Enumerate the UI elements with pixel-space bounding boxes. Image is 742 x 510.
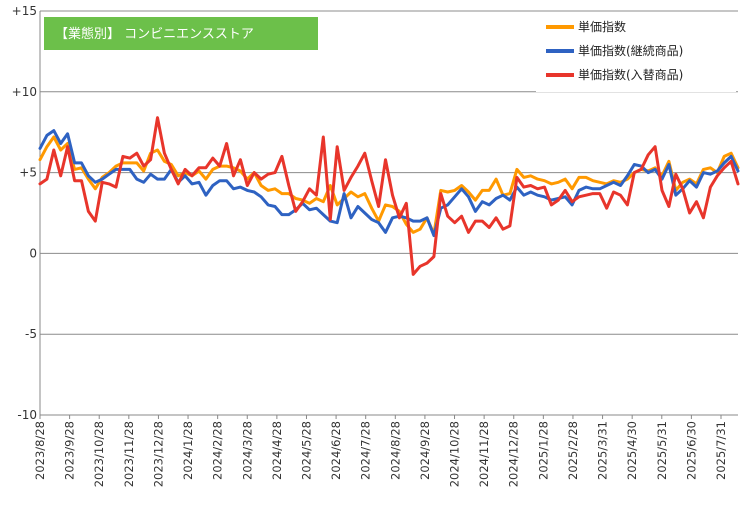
x-tick-label: 2023/9/28 — [63, 421, 77, 480]
x-tick-label: 2025/4/30 — [625, 421, 639, 480]
x-tick-label: 2024/7/28 — [359, 421, 373, 480]
x-tick-label: 2024/6/28 — [329, 421, 343, 480]
legend: 単価指数 単価指数(継続商品) 単価指数(入替商品) — [536, 12, 736, 92]
x-tick-label: 2023/8/28 — [33, 421, 47, 480]
x-tick-label: 2025/5/31 — [655, 421, 669, 480]
x-tick-label: 2025/3/31 — [596, 421, 610, 480]
series-line-replaced — [38, 116, 740, 276]
y-tick-label: 0 — [29, 246, 37, 260]
x-tick-label: 2025/6/30 — [684, 421, 698, 480]
y-tick-label: -5 — [25, 327, 37, 341]
legend-label-unit-price: 単価指数 — [578, 19, 626, 34]
chart-title: 【業態別】 コンビニエンスストア — [44, 17, 318, 50]
x-tick-label: 2024/2/28 — [211, 421, 225, 480]
x-tick-label: 2024/8/28 — [388, 421, 402, 480]
y-tick-label: -10 — [17, 408, 37, 422]
x-tick-label: 2024/12/28 — [507, 421, 521, 487]
x-tick-label: 2025/7/31 — [714, 421, 728, 480]
chart-title-background — [44, 17, 318, 50]
x-tick-label: 2024/10/28 — [448, 421, 462, 487]
series-lines — [38, 116, 740, 276]
x-tick-label: 2024/3/28 — [240, 421, 254, 480]
y-tick-label: +5 — [19, 166, 37, 180]
y-tick-label: +15 — [12, 4, 37, 18]
x-tick-label: 2024/5/28 — [299, 421, 313, 480]
x-tick-label: 2024/1/28 — [181, 421, 195, 480]
legend-label-replaced: 単価指数(入替商品) — [578, 67, 683, 82]
x-tick-label: 2023/12/28 — [151, 421, 165, 487]
x-tick-label: 2023/10/28 — [92, 421, 106, 487]
x-tick-label: 2023/11/28 — [122, 421, 136, 487]
series-line-unit-price — [38, 135, 740, 236]
x-tick-label: 2024/9/28 — [418, 421, 432, 480]
y-axis-ticks: +15 +10 +5 0 -5 -10 — [12, 4, 37, 422]
chart-title-text: 【業態別】 コンビニエンスストア — [55, 26, 254, 42]
y-tick-label: +10 — [12, 85, 37, 99]
x-tick-label: 2025/1/28 — [536, 421, 550, 480]
legend-label-continued: 単価指数(継続商品) — [578, 43, 683, 58]
series-line-continued — [38, 129, 740, 238]
x-axis-ticks: 2023/8/28 2023/9/28 2023/10/28 2023/11/28 20… — [33, 415, 728, 487]
x-tick-label: 2025/2/28 — [566, 421, 580, 480]
x-tick-label: 2024/11/28 — [477, 421, 491, 487]
x-tick-label: 2024/4/28 — [270, 421, 284, 480]
